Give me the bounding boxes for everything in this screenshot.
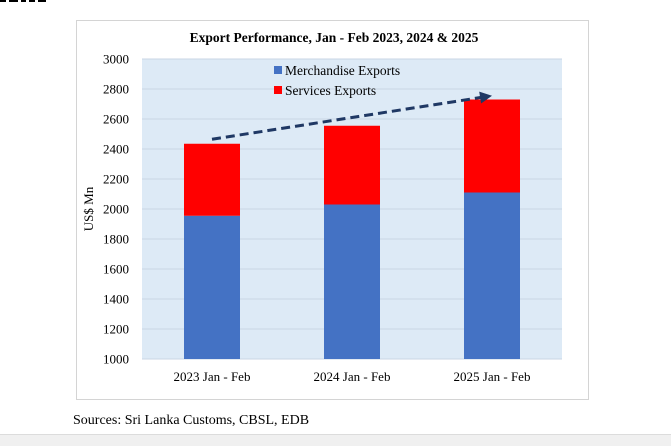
x-tick-label: 2024 Jan - Feb bbox=[314, 369, 391, 384]
y-tick-label: 1600 bbox=[103, 262, 129, 277]
y-tick-label: 1000 bbox=[103, 352, 129, 367]
y-tick-label: 1200 bbox=[103, 322, 129, 337]
bar-services-exports-2 bbox=[324, 125, 380, 205]
x-tick-label: 2025 Jan - Feb bbox=[454, 369, 531, 384]
y-tick-label: 1400 bbox=[103, 292, 129, 307]
chart-canvas: 1000 1200 1400 1600 1800 2000 2200 2400 2600 2800… bbox=[81, 30, 562, 385]
y-tick-label: 3000 bbox=[103, 52, 129, 67]
bar-services-exports-3 bbox=[464, 99, 520, 193]
legend[interactable]: Merchandise Exports Services Exports bbox=[274, 63, 400, 98]
bar-merchandise-exports-2 bbox=[324, 204, 380, 359]
x-tick-label: 2023 Jan - Feb bbox=[174, 369, 251, 384]
y-tick-label: 2400 bbox=[103, 142, 129, 157]
cropped-text-fragment bbox=[0, 0, 671, 3]
legend-swatch bbox=[274, 86, 282, 94]
bar-services-exports-1 bbox=[184, 143, 240, 216]
axes: 1000 1200 1400 1600 1800 2000 2200 2400 2600 2800… bbox=[103, 52, 530, 385]
source-note: Sources: Sri Lanka Customs, CBSL, EDB bbox=[73, 413, 310, 428]
trend-line bbox=[211, 95, 483, 141]
legend-label: Services Exports bbox=[285, 83, 376, 98]
y-tick-label: 2600 bbox=[103, 112, 129, 127]
y-tick-label: 1800 bbox=[103, 232, 129, 247]
bottom-scroll-bar bbox=[0, 434, 671, 446]
chart-title: Export Performance, Jan - Feb 2023, 2024… bbox=[190, 30, 479, 45]
bar-merchandise-exports-1 bbox=[184, 215, 240, 359]
trend-arrow bbox=[211, 91, 492, 141]
y-tick-label: 2200 bbox=[103, 172, 129, 187]
y-tick-label: 2000 bbox=[103, 202, 129, 217]
bars bbox=[184, 99, 520, 359]
chart-frame: 1000 1200 1400 1600 1800 2000 2200 2400 2600 2800… bbox=[76, 20, 589, 400]
y-axis-title: US$ Mn bbox=[81, 186, 96, 231]
y-tick-label: 2800 bbox=[103, 82, 129, 97]
bar-merchandise-exports-3 bbox=[464, 192, 520, 359]
trend-arrowhead bbox=[479, 91, 492, 104]
legend-swatch bbox=[274, 66, 282, 74]
legend-label: Merchandise Exports bbox=[285, 63, 400, 78]
